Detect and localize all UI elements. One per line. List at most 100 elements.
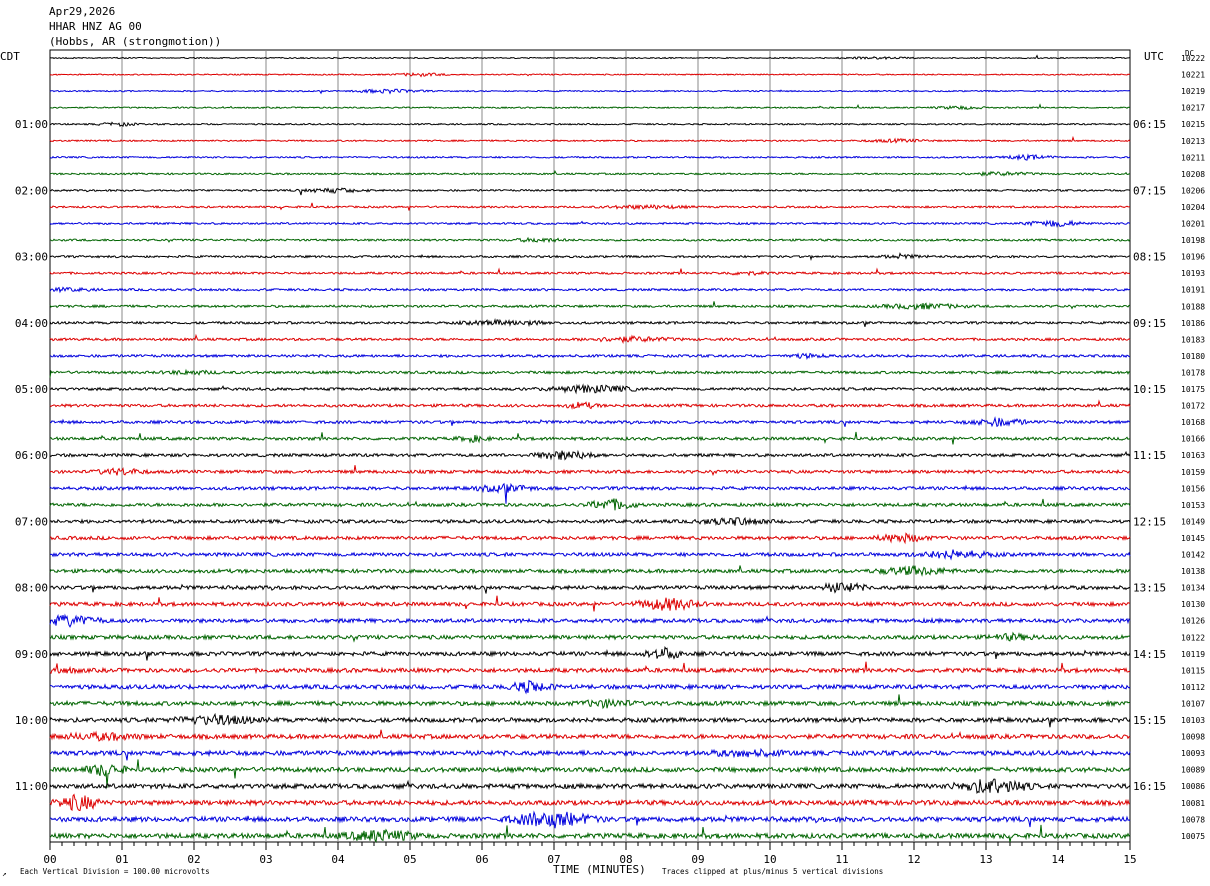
trace-line [49, 88, 1131, 95]
right-hour-label: 08:15 [1133, 251, 1166, 264]
dc-offset-label: 10107 [1181, 699, 1205, 708]
dc-offset-label: 10217 [1181, 104, 1205, 113]
location-label: (Hobbs, AR (strongmotion)) [49, 35, 222, 48]
trace-line [49, 810, 1131, 829]
trace-line [49, 153, 1131, 161]
dc-offset-label: 10180 [1181, 352, 1205, 361]
dc-offset-label: 10211 [1181, 153, 1205, 162]
dc-offset-label: 10075 [1181, 832, 1205, 841]
dc-offset-label: 10103 [1181, 716, 1205, 725]
plot-frame [49, 49, 1131, 843]
trace-line [49, 498, 1131, 511]
dc-offset-label: 10093 [1181, 749, 1205, 758]
x-tick-label: 15 [1123, 853, 1136, 866]
trace-line [49, 516, 1131, 527]
station-label: HHAR HNZ AG 00 [49, 20, 142, 33]
trace-line [49, 465, 1131, 477]
trace-line [49, 824, 1131, 844]
left-hour-label: 10:00 [15, 714, 48, 727]
right-hour-label: 06:15 [1133, 118, 1166, 131]
dc-offset-label: 10221 [1181, 71, 1205, 80]
cdt-label: CDT [0, 50, 20, 63]
trace-line [49, 383, 1131, 395]
dc-offset-label: 10208 [1181, 170, 1205, 179]
dc-offset-label: 10145 [1181, 534, 1205, 543]
x-tick-label: 08 [619, 853, 632, 866]
trace-line [49, 333, 1131, 344]
x-tick-label: 11 [835, 853, 848, 866]
dc-offset-label: 10196 [1181, 253, 1205, 262]
dc-offset-label: 10138 [1181, 567, 1205, 576]
dc-offset-label: 10215 [1181, 120, 1205, 129]
scale-note: Each Vertical Division = 100.00 microvol… [20, 867, 210, 876]
trace-line [49, 532, 1131, 545]
dc-offset-label: 10119 [1181, 650, 1205, 659]
trace-line [49, 317, 1131, 328]
trace-line [49, 661, 1131, 675]
x-tick-label: 12 [907, 853, 920, 866]
x-tick-label: 05 [403, 853, 416, 866]
x-tick-label: 01 [115, 853, 128, 866]
dc-offset-label: 10126 [1181, 617, 1205, 626]
date-label: Apr29,2026 [49, 5, 116, 18]
x-tick-label: 00 [43, 853, 56, 866]
x-tick-label: 14 [1051, 853, 1065, 866]
dc-label: DC [1185, 49, 1195, 58]
right-hour-label: 13:15 [1133, 582, 1166, 595]
dc-offset-label: 10204 [1181, 203, 1205, 212]
dc-offset-label: 10122 [1181, 633, 1205, 642]
trace-line [49, 431, 1131, 445]
x-tick-label: 13 [979, 853, 992, 866]
x-axis-label: TIME (MINUTES) [553, 863, 646, 876]
trace-line [49, 103, 1131, 111]
trace-line [49, 581, 1131, 594]
trace-line [49, 595, 1131, 612]
left-hour-label: 11:00 [15, 780, 48, 793]
dc-offset-label: 10153 [1181, 501, 1205, 510]
trace-line [49, 416, 1131, 428]
dc-offset-label: 10183 [1181, 335, 1205, 344]
dc-offset-label: 10175 [1181, 385, 1205, 394]
trace-line [49, 219, 1131, 228]
trace-line [49, 301, 1131, 310]
dc-offset-label: 10198 [1181, 236, 1205, 245]
dc-offset-label: 10166 [1181, 435, 1205, 444]
trace-line [49, 613, 1131, 628]
right-hour-label: 16:15 [1133, 780, 1166, 793]
x-tick-label: 07 [547, 853, 560, 866]
trace-line [49, 71, 1131, 78]
trace-line [49, 631, 1131, 643]
trace-line [49, 135, 1131, 144]
left-hour-label: 07:00 [15, 515, 48, 528]
corner-mark: ↗ [2, 869, 7, 878]
trace-line [49, 778, 1131, 794]
trace-line [49, 646, 1131, 661]
dc-offset-label: 10186 [1181, 319, 1205, 328]
trace-line [49, 252, 1130, 262]
x-tick-label: 02 [187, 853, 200, 866]
trace-line [49, 170, 1131, 177]
trace-line [49, 747, 1131, 761]
dc-offset-label: 10193 [1181, 269, 1205, 278]
dc-offset-label: 10156 [1181, 484, 1205, 493]
trace-line [49, 202, 1131, 211]
left-hour-label: 05:00 [15, 383, 48, 396]
dc-offset-label: 10142 [1181, 551, 1205, 560]
trace-line [49, 694, 1131, 710]
x-tick-label: 06 [475, 853, 488, 866]
trace-line [49, 793, 1131, 812]
dc-offset-label: 10168 [1181, 418, 1205, 427]
trace-line [49, 729, 1131, 742]
left-hour-label: 04:00 [15, 317, 48, 330]
utc-label: UTC [1144, 50, 1164, 63]
right-hour-label: 11:15 [1133, 449, 1166, 462]
trace-line [49, 267, 1131, 277]
dc-offset-label: 10098 [1181, 733, 1205, 742]
dc-offset-label: 10149 [1181, 517, 1205, 526]
trace-line [49, 565, 1131, 577]
dc-offset-label: 10115 [1181, 666, 1205, 675]
left-hour-label: 06:00 [15, 449, 48, 462]
trace-line [49, 286, 1131, 294]
dc-offset-label: 10201 [1181, 220, 1205, 229]
right-hour-label: 10:15 [1133, 383, 1166, 396]
